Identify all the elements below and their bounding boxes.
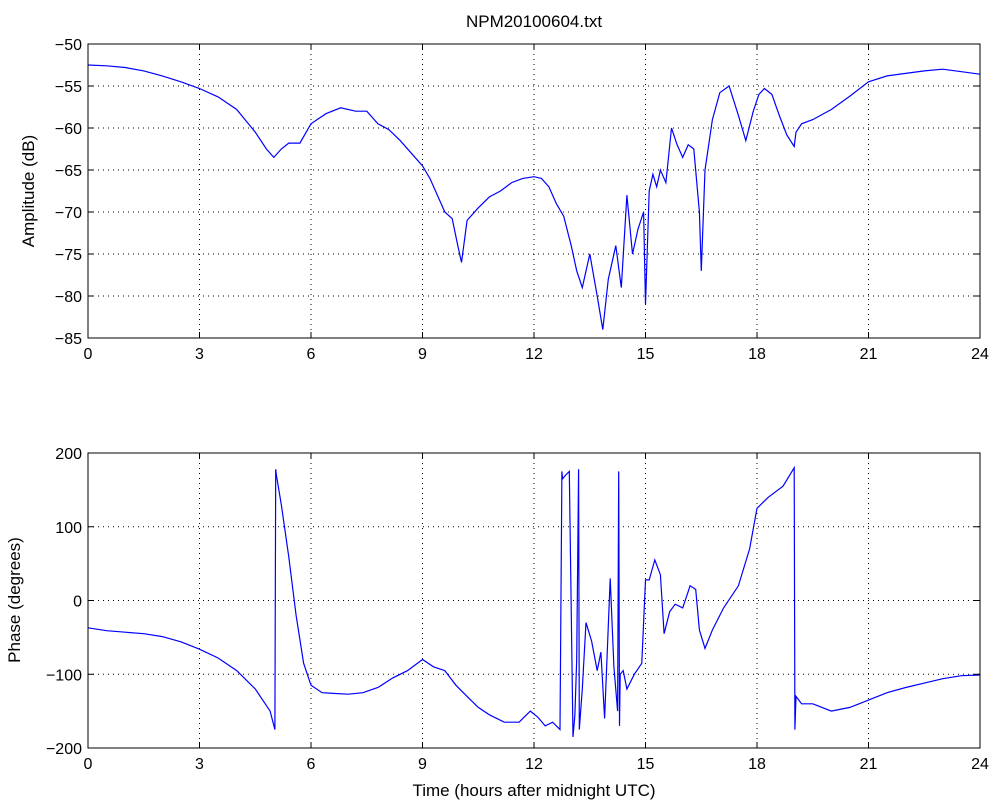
phase-x-tick-label: 12 — [525, 756, 543, 773]
amplitude-grid — [88, 44, 980, 338]
amplitude-x-tick-label: 24 — [971, 346, 989, 363]
phase-x-tick-label: 9 — [418, 756, 427, 773]
amplitude-y-axis-label: Amplitude (dB) — [19, 135, 38, 247]
x-axis-label: Time (hours after midnight UTC) — [412, 781, 655, 800]
phase-y-tick-label: 100 — [55, 520, 82, 537]
phase-y-tick-label: 0 — [73, 594, 82, 611]
phase-x-tick-label: 21 — [860, 756, 878, 773]
amplitude-y-ticks: −85 −80 −75 −70 −65 −60 −55 −50 — [55, 37, 980, 348]
amplitude-y-tick-label: −80 — [55, 289, 82, 306]
amplitude-y-tick-label: −50 — [55, 37, 82, 54]
amplitude-x-tick-label: 15 — [637, 346, 655, 363]
amplitude-panel: 0 3 6 9 12 15 18 21 24 −85−80−75−70−65−60−55−50 … — [19, 12, 989, 363]
amplitude-y-tick-label: −75 — [55, 247, 82, 264]
phase-y-axis-label: Phase (degrees) — [5, 537, 24, 663]
phase-y-tick-label: 200 — [55, 446, 82, 463]
amplitude-x-tick-label: 12 — [525, 346, 543, 363]
amplitude-x-tick-label: 0 — [84, 346, 93, 363]
phase-x-tick-label: 0 — [84, 756, 93, 773]
amplitude-y-tick-label: −70 — [55, 205, 82, 222]
phase-series-line — [87, 465, 981, 737]
phase-x-tick-label: 15 — [637, 756, 655, 773]
amplitude-x-tick-label: 18 — [748, 346, 766, 363]
amplitude-y-tick-label: −85 — [55, 331, 82, 348]
amplitude-x-tick-label: 6 — [307, 346, 316, 363]
phase-y-ticks: −200 −100 0 100 200 — [46, 446, 980, 758]
chart-title: NPM20100604.txt — [466, 12, 602, 31]
amplitude-series-line — [87, 64, 981, 330]
phase-panel: 0 3 6 9 12 15 18 21 24 −200 −100 0 100 200 Phase (de… — [5, 446, 989, 800]
phase-x-tick-label: 24 — [971, 756, 989, 773]
phase-y-tick-label: −200 — [46, 741, 82, 758]
amplitude-x-tick-label: 9 — [418, 346, 427, 363]
phase-x-ticks: 0 3 6 9 12 15 18 21 24 — [84, 453, 989, 773]
amplitude-x-tick-label: 3 — [195, 346, 204, 363]
phase-y-tick-label: −100 — [46, 667, 82, 684]
phase-grid — [88, 453, 980, 748]
phase-x-tick-label: 3 — [195, 756, 204, 773]
phase-x-tick-label: 6 — [307, 756, 316, 773]
amplitude-y-tick-label: −55 — [55, 79, 82, 96]
amplitude-x-ticks: 0 3 6 9 12 15 18 21 24 — [84, 44, 989, 363]
amplitude-y-tick-label: −65 — [55, 163, 82, 180]
phase-x-tick-label: 18 — [748, 756, 766, 773]
amplitude-y-tick-label: −60 — [55, 121, 82, 138]
amplitude-x-tick-label: 21 — [860, 346, 878, 363]
